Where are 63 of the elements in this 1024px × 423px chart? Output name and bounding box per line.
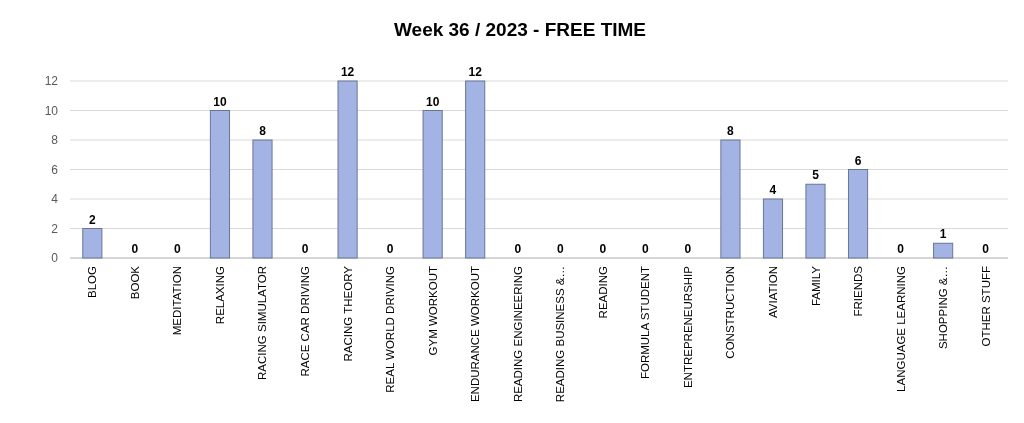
bar [422,110,443,259]
x-tick-label: ENTREPRENEURSHIP [681,265,694,389]
data-label: 0 [301,242,309,256]
data-label: 8 [727,124,735,138]
x-tick-label: RACING SIMULATOR [256,266,269,380]
data-label: 0 [556,242,564,256]
y-tick-label: 4 [51,192,59,206]
x-tick-label: BLOG [86,265,99,298]
x-tick-label: FAMILY [809,265,822,307]
data-label: 10 [425,94,440,109]
data-label: 0 [897,242,905,256]
x-tick-label: READING ENGINEERING [511,265,524,403]
x-tick-label: RACING THEORY [341,265,354,362]
x-tick-label: BOOK [128,265,141,300]
x-tick-label: MEDITATION [171,266,184,336]
x-tick-label: FORMULA STUDENT [639,266,652,380]
data-label: 12 [468,65,483,79]
bar [252,139,273,259]
bar [465,80,486,259]
y-tick-label: 6 [51,162,59,177]
x-tick-label: GYM WORKOUT [426,266,439,356]
data-label: 6 [854,153,862,168]
bar [847,169,869,259]
bar [762,198,784,259]
x-tick-label: RELAXING [213,265,226,325]
data-label: 1 [939,227,947,242]
x-tick-label: RACE CAR DRIVING [299,265,312,377]
bar [805,183,826,259]
x-tick-label: OTHER STUFF [979,266,992,347]
data-label: 0 [514,242,522,256]
bar [933,242,954,259]
x-tick-label: SHOPPING &… [937,266,950,350]
x-tick-label: FRIENDS [852,265,865,317]
data-label: 12 [340,65,355,79]
data-label: 4 [769,183,777,197]
x-tick-label: READING [596,265,609,319]
bar [209,110,231,259]
x-tick-label: LANGUAGE LEARNING [894,265,907,392]
x-tick-label: AVIATION [766,266,779,318]
bar [720,139,741,259]
data-label: 0 [386,242,394,256]
data-label: 0 [684,242,692,256]
x-tick-label: ENDURANCE WORKOUT [469,266,482,403]
data-label: 0 [982,242,990,256]
data-label: 10 [213,94,227,109]
y-tick-label: 0 [51,251,59,265]
chart-title: Week 36 / 2023 - FREE TIME [393,19,647,40]
bar [337,80,358,259]
data-label: 0 [174,242,182,256]
bar [82,228,103,259]
data-label: 5 [812,168,820,183]
data-label: 2 [88,212,96,227]
x-tick-label: READING BUSINESS &… [554,266,567,403]
data-label: 0 [131,242,139,256]
data-label: 0 [642,242,650,256]
x-tick-label: REAL WORLD DRIVING [384,265,397,393]
y-tick-label: 8 [51,133,59,147]
data-label: 8 [259,124,267,138]
data-label: 0 [599,242,607,256]
y-tick-label: 10 [44,103,59,118]
x-tick-label: CONSTRUCTION [724,266,737,359]
y-tick-label: 2 [51,221,59,236]
y-tick-label: 12 [44,74,59,88]
